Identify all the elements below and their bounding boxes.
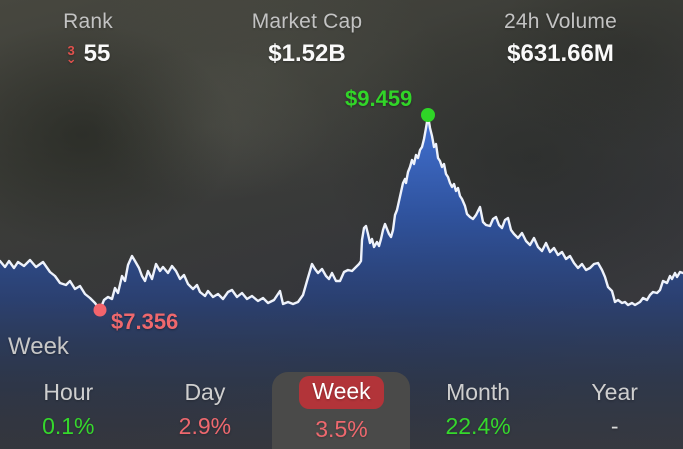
period-selector: Hour 0.1% Day 2.9% Week 3.5% Month 22.4%…: [0, 371, 683, 449]
price-chart[interactable]: $9.459 $7.356 Week: [0, 86, 683, 449]
rank-change-value: 3: [67, 42, 75, 58]
high-price-label: $9.459: [345, 86, 413, 111]
chart-range-label: Week: [8, 333, 69, 360]
stat-24h-volume: 24h Volume $631.66M: [438, 10, 683, 68]
period-hour-change: 0.1%: [42, 413, 95, 439]
price-line: [0, 114, 683, 312]
rank-value-row: 3 ⌄ 55: [66, 40, 111, 68]
volume-value: $631.66M: [507, 40, 614, 67]
volume-label: 24h Volume: [504, 10, 617, 33]
market-cap-value: $1.52B: [268, 40, 346, 67]
period-day-label: Day: [184, 379, 226, 405]
stat-market-cap: Market Cap $1.52B: [176, 10, 438, 68]
rank-value: 55: [83, 40, 111, 67]
high-point-dot: [421, 108, 435, 122]
period-month-change: 22.4%: [445, 413, 511, 439]
period-month[interactable]: Month 22.4%: [410, 371, 547, 449]
period-year-change: -: [610, 413, 619, 439]
stat-rank: Rank 3 ⌄ 55: [0, 10, 176, 68]
period-week[interactable]: Week 3.5%: [273, 371, 410, 449]
period-year-label: Year: [591, 379, 638, 405]
low-price-label: $7.356: [111, 309, 179, 334]
period-week-label: Week: [299, 376, 384, 409]
sparkline-svg[interactable]: [0, 90, 683, 449]
period-year[interactable]: Year -: [546, 371, 683, 449]
period-month-label: Month: [446, 379, 511, 405]
period-day[interactable]: Day 2.9%: [137, 371, 274, 449]
period-hour-label: Hour: [43, 379, 94, 405]
rank-label: Rank: [63, 10, 113, 33]
low-point-dot: [93, 303, 107, 317]
price-area-fill: [0, 116, 683, 449]
stats-header: Rank 3 ⌄ 55 Market Cap $1.52B 24h Volume…: [0, 0, 683, 68]
period-hour[interactable]: Hour 0.1%: [0, 371, 137, 449]
period-day-change: 2.9%: [178, 413, 232, 439]
period-week-change: 3.5%: [315, 416, 368, 442]
rank-change-badge: 3 ⌄: [66, 44, 77, 65]
market-cap-label: Market Cap: [251, 10, 363, 33]
rank-down-icon: ⌄: [65, 50, 77, 66]
